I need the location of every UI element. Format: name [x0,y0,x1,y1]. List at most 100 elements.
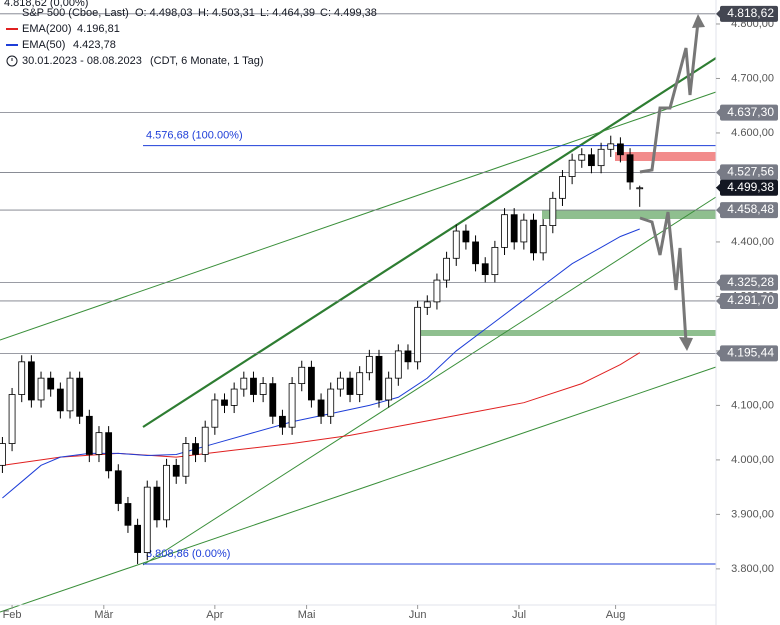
candle-body [85,415,93,455]
clock-icon [6,55,18,67]
x-tick-label: Mär [94,609,113,621]
candle-body [472,241,479,265]
candle-body [259,383,267,395]
level-pointer [716,277,721,288]
candle-body [288,383,296,428]
candle-body [423,301,431,308]
candle-body [163,464,170,521]
candle-body [520,219,528,243]
candle-body [201,426,209,455]
x-tick-label: Aug [606,609,626,621]
candle-body [56,388,64,412]
candle-body [588,154,595,167]
level-pointer [716,205,721,216]
legend-value: 4.423,78 [73,39,116,51]
scenario-arrow [639,21,700,174]
candle-body [626,154,634,183]
candle-body [607,143,615,150]
candle-body [530,219,537,254]
range-text: 30.01.2023 - 08.08.2023 [22,55,142,67]
level-label: 4.499,38 [727,180,774,194]
level-label: 4.818,62 [727,6,774,20]
level-label: 4.291,70 [727,293,774,307]
x-tick-label: Feb [3,609,22,621]
candle-body [308,366,315,401]
candle-body [95,432,103,455]
x-tick-label: Jul [512,609,526,621]
legend-value: 4.196,81 [77,23,120,35]
candle-body [221,399,228,406]
x-tick-label: Apr [206,609,223,621]
y-tick-label: 4.100,00 [731,399,774,411]
level-pointer [716,8,721,19]
candle-body [134,524,141,553]
y-tick-label: 4.600,00 [731,127,774,139]
ohlc-low: L: 4.464,39 [260,7,315,19]
candle-body [617,143,624,156]
level-pointer [716,182,721,193]
level-box [720,274,778,291]
candle-body [250,377,257,395]
candle-body [568,159,576,177]
candle-body [66,377,74,412]
candle-body [375,355,383,401]
candle-body [327,388,335,417]
y-tick-label: 4.700,00 [731,72,774,84]
ohlc-close: C: 4.499,38 [320,7,377,19]
level-label: 4.325,28 [727,275,774,289]
candle-body [414,306,422,363]
fib-label: 3.808,86 (0.00%) [146,548,230,560]
fib-label: 4.576,68 (100.00%) [146,130,243,142]
support-zone [542,210,716,219]
candle-body [549,197,557,226]
level-pointer [716,107,721,118]
candle-body [597,148,605,167]
ohlc-open: O: 4.498,03 [135,7,193,19]
candle-body [192,443,199,455]
y-tick-label: 3.900,00 [731,508,774,520]
y-tick-label: 4.000,00 [731,454,774,466]
arrow-head [692,14,705,28]
candle-body [365,355,373,374]
candle-body [404,350,412,363]
y-tick-label: 3.800,00 [731,563,774,575]
candle-body [153,486,161,521]
candle-body [0,443,6,466]
y-tick-label: 4.400,00 [731,236,774,248]
candle-body [443,257,450,281]
level-pointer [716,167,721,178]
candle-body [18,361,26,395]
candle-body [385,377,393,401]
level-pointer [716,295,721,306]
level-box [720,345,778,362]
legend-name: EMA(50) [22,39,65,51]
x-tick-label: Jun [409,609,427,621]
level-label: 4.527,56 [727,165,774,179]
candle-body [636,187,644,190]
candle-body [124,503,132,526]
candle-body [510,214,518,243]
scenario-arrow [639,211,688,343]
arrow-head [679,337,693,351]
candle-body [114,470,122,504]
candle-body [452,230,460,259]
level-box [720,179,778,196]
x-tick-label: Mai [298,609,316,621]
candle-body [462,230,470,243]
candle-body [240,377,248,390]
candle-body [105,432,113,472]
candle-body [211,399,219,428]
level-box [720,164,778,181]
candle-body [394,350,402,379]
candle-body [230,388,238,406]
candle-body [172,464,180,477]
trend-line [142,57,717,428]
top-text: 4.818,62 (0,00%) [4,0,88,9]
candle-body [279,415,286,428]
candle-body [433,279,441,303]
resistance-zone [615,152,716,161]
candle-body [182,443,190,477]
level-label: 4.195,44 [727,346,774,360]
candle-body [578,154,586,161]
